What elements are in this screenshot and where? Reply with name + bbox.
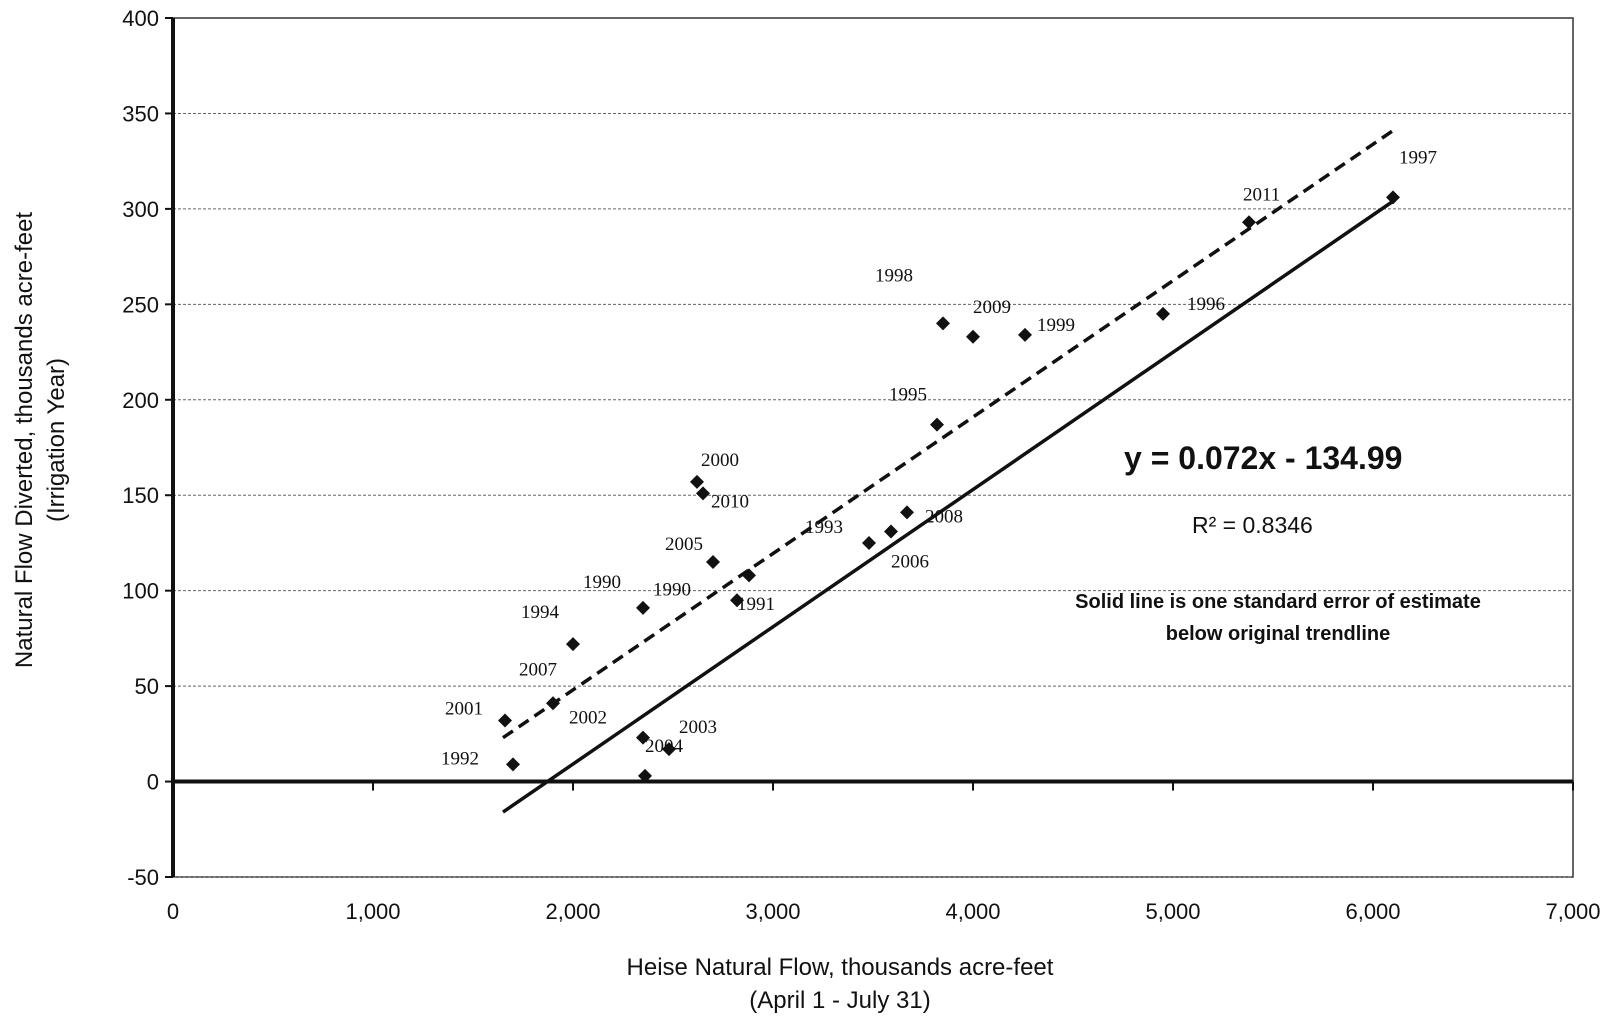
data-point-label: 2000 bbox=[701, 450, 739, 471]
data-point bbox=[636, 600, 650, 615]
data-point-label: 2007 bbox=[519, 659, 557, 680]
data-point-label: 1994 bbox=[521, 602, 560, 623]
y-tick-label: 150 bbox=[122, 483, 159, 508]
x-axis-title-line-2: (April 1 - July 31) bbox=[749, 987, 930, 1014]
data-point-label: 1998 bbox=[875, 265, 913, 286]
data-point bbox=[900, 505, 914, 520]
x-tick-label: 0 bbox=[167, 899, 179, 924]
data-point bbox=[1156, 306, 1170, 321]
data-point-label: 1995 bbox=[889, 385, 927, 406]
y-tick-label: 0 bbox=[147, 770, 159, 795]
data-point bbox=[742, 568, 756, 583]
x-tick-label: 3,000 bbox=[745, 899, 800, 924]
data-point bbox=[706, 555, 720, 570]
data-point bbox=[862, 535, 876, 550]
data-point-label: 1990 bbox=[583, 572, 621, 593]
data-point bbox=[1242, 215, 1256, 230]
data-point bbox=[662, 742, 676, 757]
data-point-label: 2005 bbox=[665, 534, 703, 555]
data-point-label: 1996 bbox=[1187, 294, 1225, 315]
data-point-label: 1992 bbox=[441, 748, 479, 769]
y-tick-label: 200 bbox=[122, 388, 159, 413]
trendline-equation: y = 0.072x - 134.99 bbox=[1124, 440, 1402, 476]
data-point-label: 2010 bbox=[711, 491, 749, 512]
trendline-note-line-2: below original trendline bbox=[1166, 623, 1390, 645]
data-point-label: 1991 bbox=[737, 594, 775, 615]
data-point bbox=[638, 768, 652, 783]
data-point bbox=[884, 524, 898, 539]
y-tick-label: 100 bbox=[122, 579, 159, 604]
solid-trendline bbox=[502, 199, 1394, 814]
y-axis-title-line-2: (Irrigation Year) bbox=[43, 358, 70, 522]
data-point bbox=[730, 593, 744, 608]
data-point bbox=[546, 696, 560, 711]
data-point bbox=[930, 417, 944, 432]
dashed-trendline bbox=[502, 129, 1394, 740]
data-point bbox=[1386, 190, 1400, 205]
data-point-label: 2006 bbox=[891, 551, 929, 572]
data-point-label: 2008 bbox=[925, 506, 963, 527]
data-point-label: 1990 bbox=[653, 579, 691, 600]
data-point-label: 2004 bbox=[645, 736, 684, 757]
r-squared-label: R² = 0.8346 bbox=[1192, 512, 1313, 538]
x-tick-label: 5,000 bbox=[1145, 899, 1200, 924]
data-point-label: 1997 bbox=[1399, 147, 1437, 168]
y-tick-label: 300 bbox=[122, 197, 159, 222]
data-point-label: 1999 bbox=[1037, 315, 1075, 336]
x-axis-ticks: 0 1,000 2,000 3,000 4,000 5,000 6,000 7,000 bbox=[167, 781, 1601, 924]
y-tick-label: 50 bbox=[135, 674, 159, 699]
data-point bbox=[506, 757, 520, 772]
data-point bbox=[636, 730, 650, 745]
data-point-label: 2002 bbox=[569, 708, 607, 729]
trendline-note-line-1: Solid line is one standard error of esti… bbox=[1075, 591, 1481, 613]
data-point bbox=[498, 713, 512, 728]
data-point bbox=[936, 316, 950, 331]
data-point-label: 2009 bbox=[973, 297, 1011, 318]
data-point-label: 2011 bbox=[1243, 184, 1280, 205]
data-point-label: 2003 bbox=[679, 717, 717, 738]
y-tick-label: 400 bbox=[122, 6, 159, 31]
x-tick-label: 6,000 bbox=[1345, 899, 1400, 924]
x-tick-label: 4,000 bbox=[945, 899, 1000, 924]
y-tick-label: 250 bbox=[122, 292, 159, 317]
plot-area bbox=[172, 17, 1574, 878]
x-tick-label: 2,000 bbox=[545, 899, 600, 924]
x-tick-label: 1,000 bbox=[345, 899, 400, 924]
axes bbox=[171, 18, 1573, 877]
data-point-label: 1993 bbox=[805, 517, 843, 538]
trendlines bbox=[502, 129, 1394, 814]
data-point bbox=[566, 637, 580, 652]
x-tick-label: 7,000 bbox=[1545, 899, 1600, 924]
data-points bbox=[498, 190, 1400, 783]
y-axis-ticks: -50 0 50 100 150 200 250 300 350 400 bbox=[122, 6, 173, 890]
data-point bbox=[690, 474, 704, 489]
y-axis-title-line-1: Natural Flow Diverted, thousands acre-fe… bbox=[11, 212, 38, 669]
x-axis-title-line-1: Heise Natural Flow, thousands acre-feet bbox=[627, 954, 1054, 981]
gridlines bbox=[173, 112, 1573, 878]
data-point bbox=[966, 329, 980, 344]
data-point-label: 2001 bbox=[445, 698, 483, 719]
data-point bbox=[696, 486, 710, 501]
y-tick-label: -50 bbox=[127, 865, 159, 890]
data-point bbox=[1018, 327, 1032, 342]
y-tick-label: 350 bbox=[122, 101, 159, 126]
